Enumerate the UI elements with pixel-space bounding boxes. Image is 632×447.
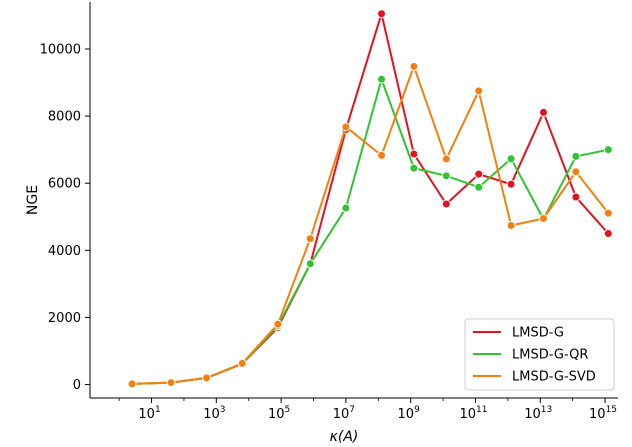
data-point <box>441 171 451 181</box>
legend-box <box>464 318 615 391</box>
data-point <box>377 74 387 84</box>
data-point <box>409 163 419 173</box>
x-axis-title: κ(A) <box>330 429 359 445</box>
data-point <box>273 319 283 329</box>
data-point <box>409 149 419 159</box>
data-point <box>538 213 548 223</box>
legend-label: LMSD-G-QR <box>512 348 588 363</box>
data-point <box>506 221 516 231</box>
x-ticks: 101 103 105 107 109 1011 1013 1015 <box>118 398 617 422</box>
legend: LMSD-G LMSD-G-QR LMSD-G-SVD <box>464 318 615 391</box>
y-tick-label: 0 <box>73 378 81 393</box>
data-point <box>166 378 176 388</box>
y-ticks: 0 2000 4000 6000 8000 10000 <box>40 42 90 393</box>
x-tick-exponent: 7 <box>349 405 355 415</box>
y-tick-label: 2000 <box>48 311 81 326</box>
x-tick-label: 1013 <box>524 405 552 422</box>
series-layer <box>127 9 613 389</box>
data-point <box>377 9 387 19</box>
data-point <box>603 208 613 218</box>
data-point <box>603 145 613 155</box>
data-point <box>237 358 247 368</box>
x-tick-label: 107 <box>333 405 355 422</box>
x-tick-base: 10 <box>203 407 220 422</box>
x-tick-base: 10 <box>398 407 415 422</box>
data-point <box>474 169 484 179</box>
x-tick-label: 1015 <box>589 405 617 422</box>
axes <box>89 2 618 399</box>
x-tick-base: 10 <box>138 407 155 422</box>
data-point <box>377 150 387 160</box>
data-point <box>305 234 315 244</box>
x-tick-label: 1011 <box>459 405 487 422</box>
data-point <box>538 107 548 117</box>
data-point <box>341 203 351 213</box>
y-tick-label: 10000 <box>40 42 81 57</box>
x-tick-base: 10 <box>589 407 606 422</box>
x-tick-exponent: 5 <box>285 405 291 415</box>
x-tick-base: 10 <box>333 407 350 422</box>
x-tick-base: 10 <box>268 407 285 422</box>
x-tick-exponent: 11 <box>476 405 487 415</box>
data-point <box>571 151 581 161</box>
legend-label: LMSD-G-SVD <box>512 370 596 385</box>
data-point <box>474 86 484 96</box>
x-tick-exponent: 9 <box>414 405 420 415</box>
data-point <box>441 154 451 164</box>
x-tick-base: 10 <box>524 407 541 422</box>
data-point <box>506 179 516 189</box>
x-tick-exponent: 1 <box>155 405 161 415</box>
x-tick-exponent: 3 <box>220 405 226 415</box>
data-point <box>341 122 351 132</box>
y-tick-label: 4000 <box>48 244 81 259</box>
y-tick-label: 8000 <box>48 110 81 125</box>
y-tick-label: 6000 <box>48 177 81 192</box>
x-tick-base: 10 <box>459 407 476 422</box>
y-axis-title: NGE <box>25 185 41 215</box>
data-point <box>474 182 484 192</box>
legend-label: LMSD-G <box>512 326 564 341</box>
data-point <box>571 167 581 177</box>
data-point <box>127 379 137 389</box>
data-point <box>305 259 315 269</box>
x-tick-label: 109 <box>398 405 421 422</box>
data-point <box>603 229 613 239</box>
data-point <box>441 199 451 209</box>
x-tick-label: 103 <box>203 405 225 422</box>
series-lmsd-g-svd <box>127 61 613 389</box>
data-point <box>506 154 516 164</box>
data-point <box>571 192 581 202</box>
data-point <box>202 373 212 383</box>
x-tick-label: 101 <box>138 405 160 422</box>
x-tick-label: 105 <box>268 405 290 422</box>
x-tick-exponent: 13 <box>541 405 552 415</box>
data-point <box>409 61 419 71</box>
x-tick-exponent: 15 <box>606 405 617 415</box>
